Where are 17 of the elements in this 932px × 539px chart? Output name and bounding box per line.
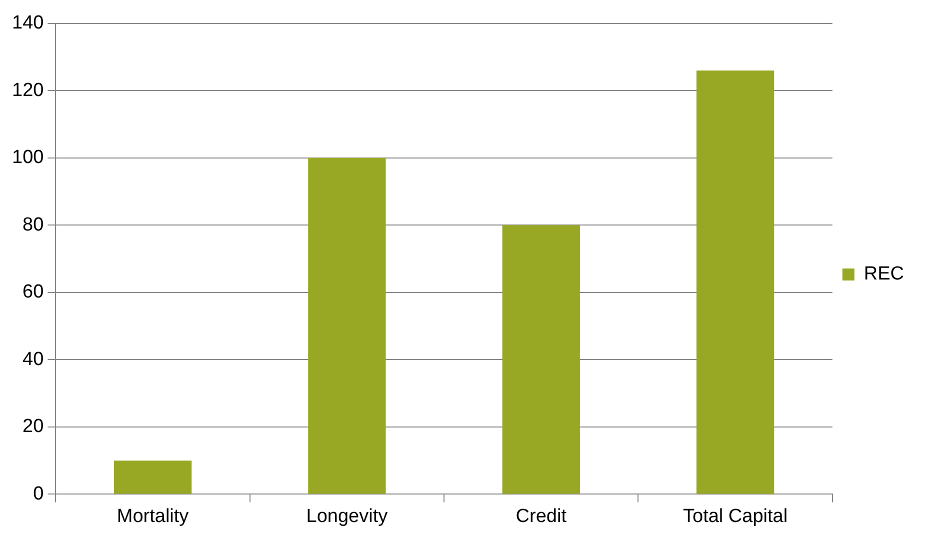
x-tick-label: Credit	[516, 506, 568, 527]
y-tick-label: 60	[22, 282, 44, 303]
bar	[502, 225, 580, 494]
y-tick-label: 40	[22, 348, 44, 370]
x-tick-label: Mortality	[116, 506, 190, 527]
y-tick-label: 120	[12, 80, 44, 101]
y-tick-label: 0	[33, 483, 44, 504]
bar	[696, 70, 774, 494]
y-tick-label: 100	[12, 147, 44, 168]
x-tick-label: Total Capital	[683, 506, 788, 527]
y-tick-label: 80	[22, 214, 44, 236]
y-tick-label: 20	[22, 416, 44, 438]
legend-label: REC	[864, 264, 904, 285]
bar	[308, 158, 386, 494]
y-tick-label: 140	[12, 12, 44, 34]
x-tick-label: Longevity	[306, 506, 388, 527]
bar	[114, 460, 192, 494]
